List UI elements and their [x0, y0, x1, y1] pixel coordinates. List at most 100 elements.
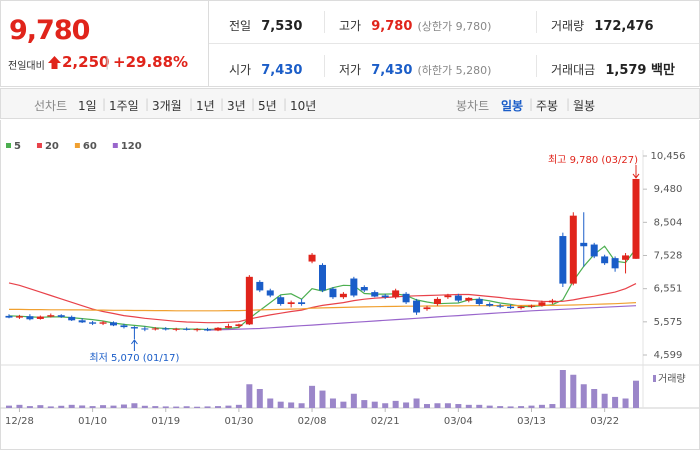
volume-bar: [591, 389, 598, 408]
volume-bar: [277, 401, 284, 408]
volume-bar: [538, 404, 545, 408]
stat-value: 7,430: [371, 63, 413, 78]
y-tick-label: 10,456: [651, 151, 686, 162]
y-tick-label: 6,551: [654, 284, 683, 295]
volume-bar: [528, 405, 535, 408]
stat-label: 시가: [229, 63, 252, 77]
candle-body: [256, 281, 264, 291]
stat-volume: 거래량 172,476: [551, 15, 654, 34]
legend-label: 60: [83, 141, 97, 152]
volume-bar: [141, 405, 148, 408]
candle-body: [350, 278, 358, 296]
candle-body: [402, 293, 410, 303]
stat-value: 1,579 백만: [605, 63, 675, 78]
candle-body: [26, 316, 34, 320]
period-tab[interactable]: 10년: [290, 99, 317, 113]
volume-bar: [486, 405, 493, 408]
stat-note: (상한가 9,780): [417, 20, 492, 33]
tab-separator: |: [566, 97, 571, 111]
candle-body: [68, 316, 76, 321]
candle-body: [183, 328, 191, 330]
candle-body: [392, 290, 400, 298]
change-percent: +29.88%: [113, 53, 189, 71]
price-block: 9,780 전일대비 2,250 | +29.88%: [1, 1, 209, 86]
candle-body: [214, 327, 222, 331]
tab-separator: |: [145, 97, 150, 111]
volume-bar: [37, 405, 44, 408]
candle-chart-label: 봉차트: [456, 99, 490, 113]
x-tick-label: 01/19: [151, 416, 180, 427]
x-tick-label: 03/22: [590, 416, 619, 427]
candle-body: [78, 320, 86, 323]
candle-body: [475, 298, 483, 305]
candle-body: [172, 328, 180, 330]
volume-bar: [622, 398, 629, 408]
legend-swatch: [36, 143, 42, 148]
volume-bar: [79, 405, 86, 408]
tab-separator: |: [220, 97, 225, 111]
period-tab[interactable]: 1년: [196, 99, 215, 113]
legend-swatch: [112, 143, 118, 148]
candle-body: [120, 325, 128, 328]
volume-bar: [601, 393, 608, 408]
volume-bar: [47, 406, 54, 408]
line-chart-label: 선차트: [34, 99, 68, 113]
volume-bar: [298, 403, 305, 408]
candle-body: [433, 298, 441, 305]
period-tab[interactable]: 3년: [227, 99, 246, 113]
volume-bar: [329, 398, 336, 408]
candle-body: [245, 276, 253, 325]
stat-value: 7,430: [261, 63, 303, 78]
stat-high: 고가 9,780 (상한가 9,780): [339, 15, 491, 34]
volume-bar: [476, 404, 483, 408]
volume-bar: [194, 406, 201, 408]
volume-bar: [267, 398, 274, 408]
volume-bar: [382, 403, 389, 408]
candle-body: [413, 300, 421, 313]
period-tab[interactable]: 1주일: [109, 99, 139, 113]
stat-value: 9,780: [371, 19, 413, 34]
volume-bar: [89, 406, 96, 408]
period-tab[interactable]: 5년: [258, 99, 277, 113]
volume-bar: [424, 404, 430, 408]
tab-separator: |: [529, 97, 534, 111]
change-label: 전일대비: [8, 61, 45, 72]
volume-bar: [465, 404, 472, 408]
legend-label: 20: [45, 141, 59, 152]
period-tab[interactable]: 3개월: [152, 99, 182, 113]
y-tick-label: 5,575: [654, 317, 683, 328]
moving-average-line: [8, 282, 637, 324]
volume-bar: [204, 406, 211, 408]
candle-body: [224, 326, 232, 328]
period-tabs: 선차트 1일 | 1주일 | 3개월 | 1년 | 3년 | 5년 | 10년 봉차트 일봉 | 주봉 | 월봉: [0, 88, 700, 119]
y-tick-label: 9,480: [654, 184, 683, 195]
candle-body: [204, 329, 212, 331]
candle-body: [517, 306, 525, 309]
x-tick-label: 01/30: [224, 416, 253, 427]
stat-prev: 전일 7,530: [229, 15, 302, 34]
stat-label: 전일: [229, 19, 252, 33]
candle-tab[interactable]: 월봉: [573, 99, 596, 113]
volume-legend-label: 거래량: [658, 373, 686, 385]
volume-bar: [16, 404, 23, 408]
candle-body: [235, 324, 243, 327]
volume-bar: [444, 403, 451, 408]
x-tick-label: 02/08: [298, 416, 327, 427]
volume-bar: [455, 404, 462, 408]
candle-body: [329, 288, 337, 298]
candle-body: [298, 302, 306, 305]
volume-bar: [256, 389, 263, 408]
volume-bar: [173, 406, 180, 408]
legend-swatch: [74, 143, 80, 148]
legend-label: 5: [14, 141, 21, 152]
candle-body: [193, 329, 201, 331]
legend-swatch: [6, 143, 11, 148]
candle-body: [507, 306, 515, 309]
volume-bar: [612, 396, 619, 408]
period-tab[interactable]: 1일: [78, 99, 97, 113]
candle-tab[interactable]: 일봉: [501, 99, 524, 113]
y-tick-label: 4,599: [654, 350, 683, 361]
candle-tab[interactable]: 주봉: [536, 99, 559, 113]
volume-bar: [371, 401, 378, 408]
current-price: 9,780: [9, 15, 90, 46]
